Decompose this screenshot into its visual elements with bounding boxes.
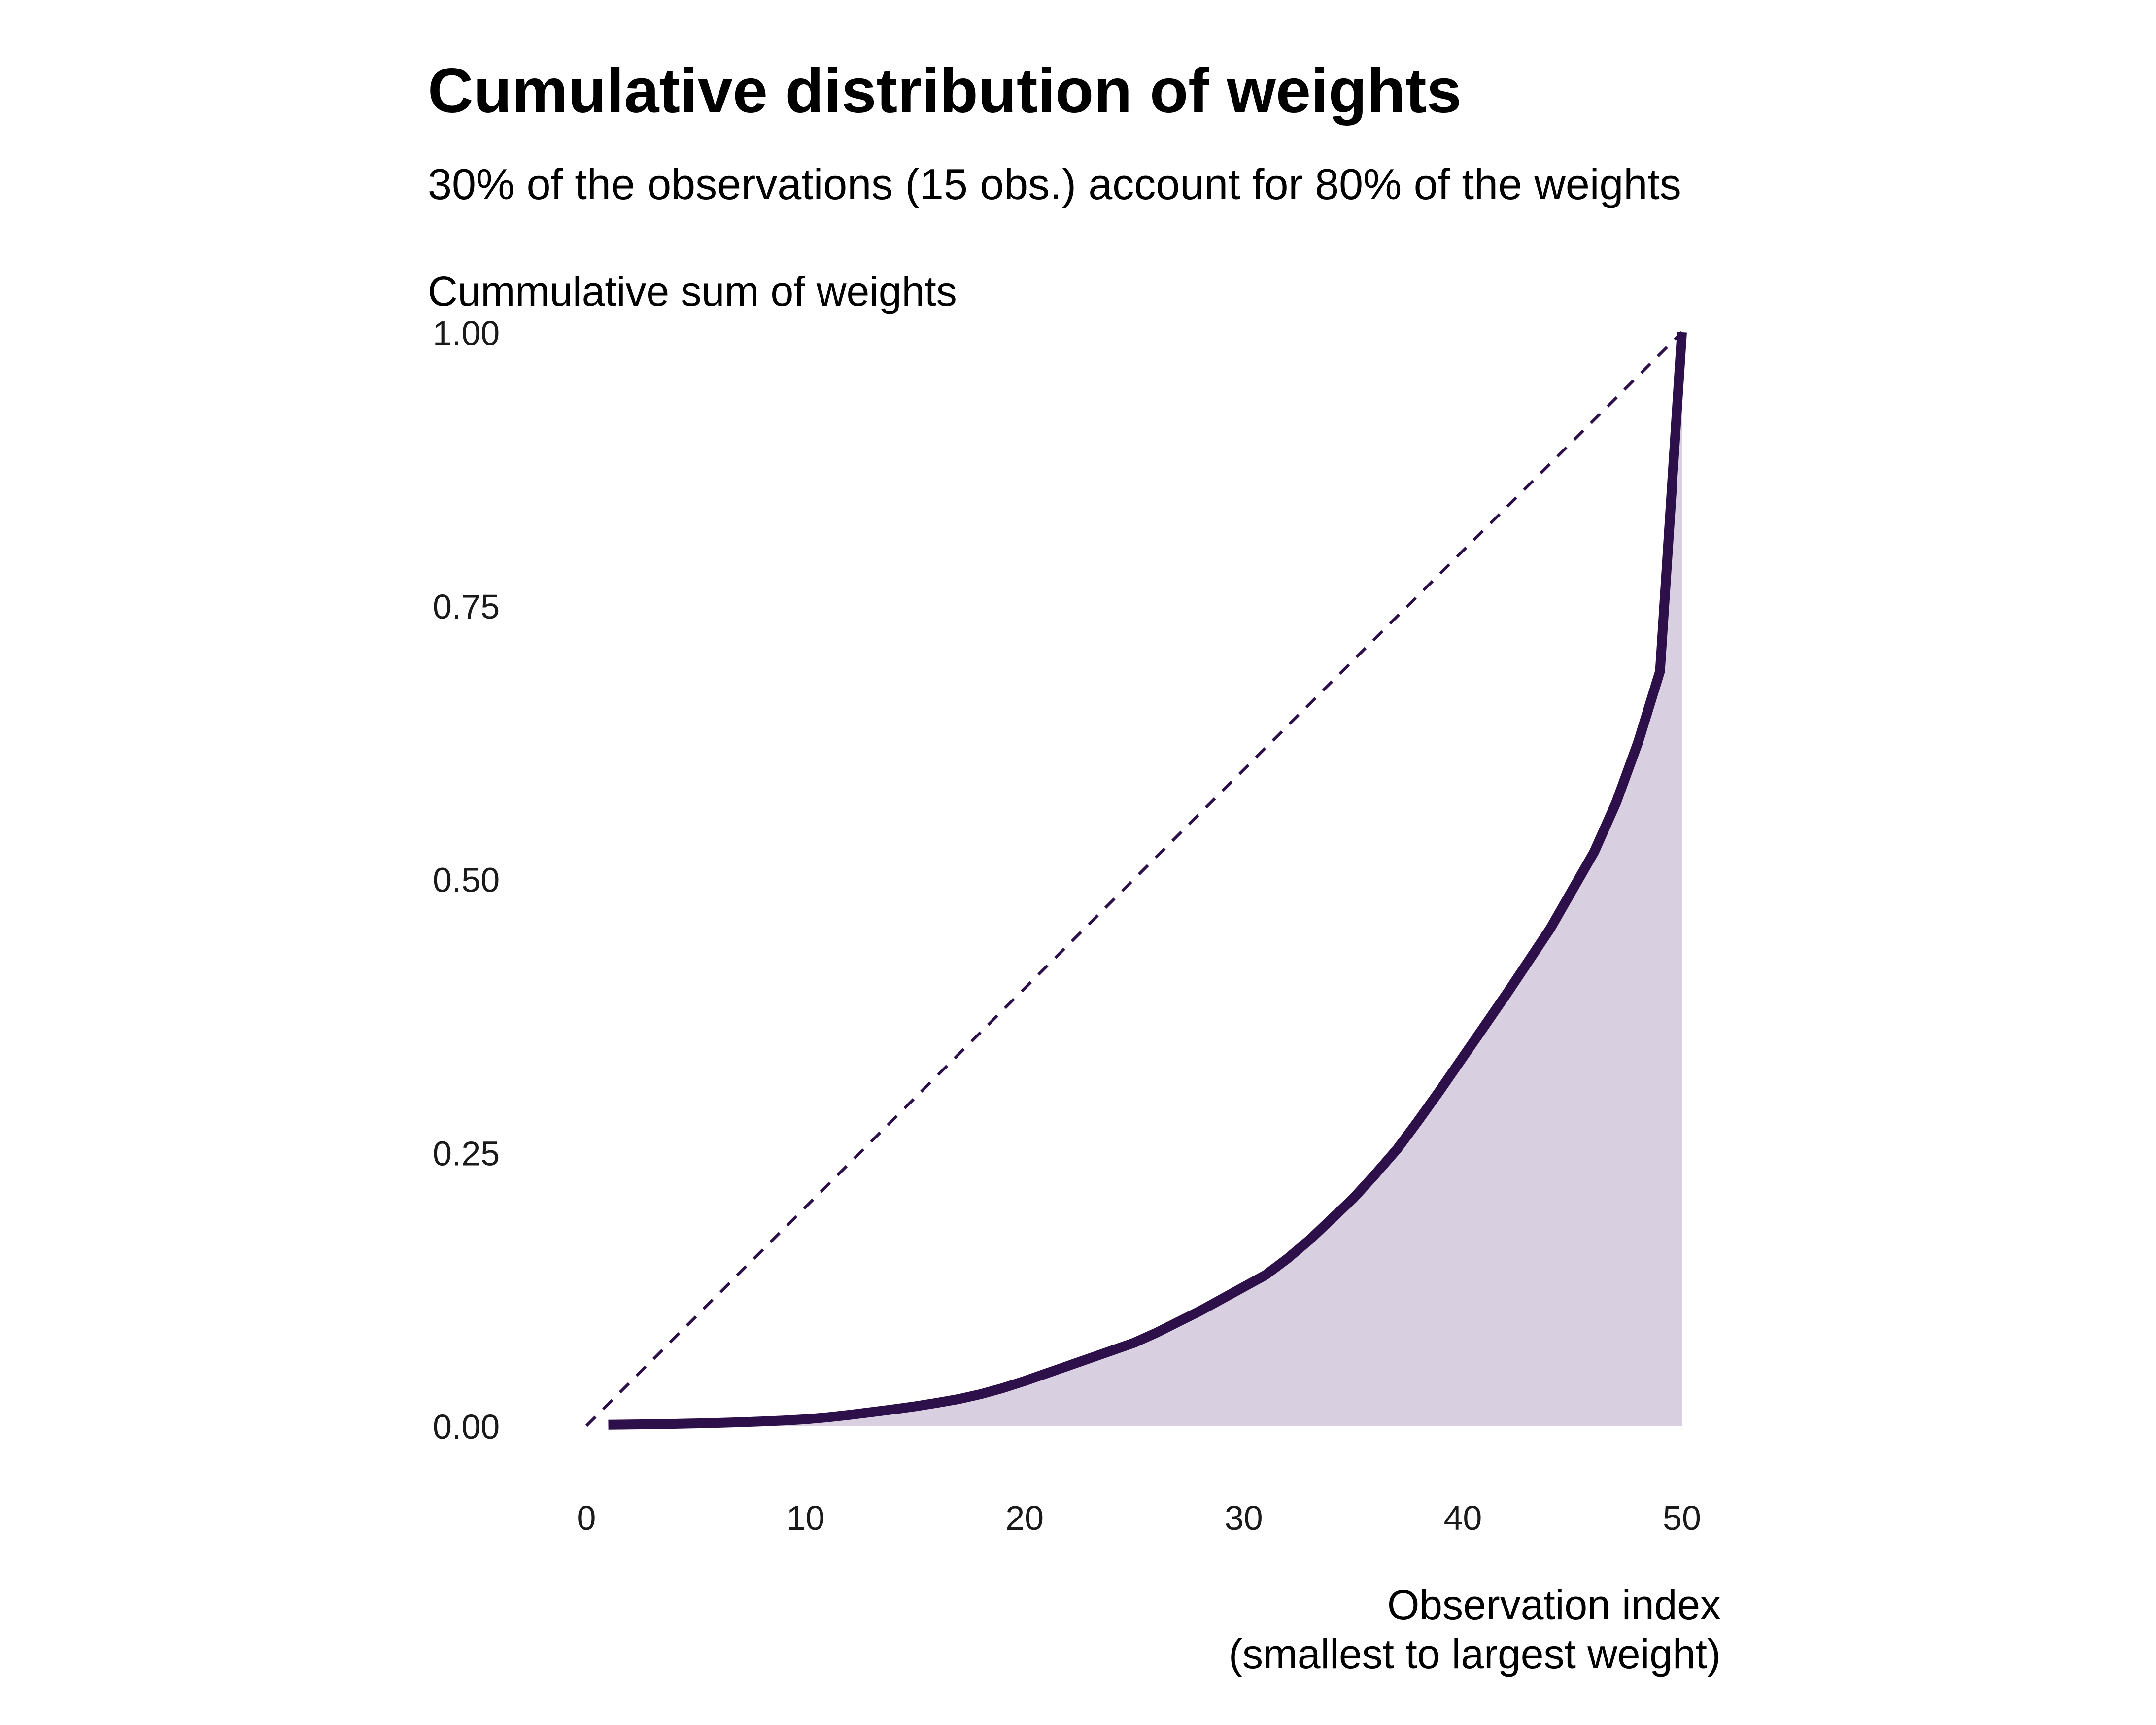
y-axis-title: Cummulative sum of weights: [428, 268, 957, 314]
data-point-13: [866, 1407, 876, 1417]
x-tick-label: 20: [1005, 1499, 1044, 1537]
data-point-21: [1042, 1369, 1052, 1379]
data-point-24: [1107, 1346, 1117, 1355]
y-tick-label: 1.00: [433, 314, 500, 352]
data-point-38: [1414, 1115, 1424, 1125]
data-point-43: [1524, 956, 1534, 966]
data-point-33: [1304, 1235, 1314, 1245]
data-point-49: [1655, 666, 1665, 676]
chart-subtitle: 30% of the observations (15 obs.) accoun…: [428, 160, 1681, 208]
data-point-48: [1633, 737, 1643, 747]
data-point-9: [779, 1415, 788, 1425]
data-point-2: [625, 1419, 635, 1429]
data-point-42: [1502, 989, 1511, 999]
data-point-44: [1545, 923, 1555, 933]
data-point-4: [669, 1419, 679, 1429]
data-point-36: [1370, 1170, 1380, 1179]
chart-title: Cumulative distribution of weights: [428, 56, 1462, 126]
y-tick-label: 0.25: [433, 1134, 500, 1173]
data-point-17: [954, 1394, 964, 1404]
data-point-23: [1086, 1353, 1095, 1363]
y-tick-label: 0.00: [433, 1408, 500, 1446]
data-point-3: [647, 1419, 657, 1429]
data-point-20: [1020, 1376, 1029, 1386]
data-point-27: [1173, 1317, 1183, 1327]
data-point-7: [735, 1417, 745, 1427]
data-point-28: [1195, 1306, 1205, 1316]
data-point-50: [1677, 327, 1687, 337]
data-point-5: [691, 1418, 701, 1428]
y-tick-label: 0.75: [433, 587, 500, 626]
data-point-30: [1239, 1282, 1249, 1292]
data-point-12: [845, 1410, 855, 1420]
data-point-34: [1327, 1214, 1336, 1224]
y-axis-tick-labels: 0.00 0.25 0.50 0.75 1.00: [433, 314, 500, 1446]
data-point-29: [1217, 1294, 1227, 1304]
data-point-40: [1458, 1052, 1468, 1062]
data-point-14: [888, 1405, 898, 1414]
x-tick-label: 30: [1225, 1499, 1263, 1537]
data-point-39: [1436, 1084, 1446, 1094]
data-point-32: [1283, 1254, 1293, 1264]
data-point-22: [1063, 1361, 1073, 1371]
x-tick-label: 40: [1443, 1499, 1482, 1537]
data-point-11: [822, 1413, 832, 1422]
cumulative-area-fill: [608, 332, 1682, 1426]
data-point-47: [1611, 797, 1621, 807]
x-tick-label: 10: [787, 1499, 825, 1537]
data-point-26: [1151, 1328, 1161, 1338]
equality-reference-line: [585, 331, 1683, 1427]
data-point-41: [1480, 1021, 1490, 1031]
x-tick-label: 50: [1663, 1499, 1701, 1537]
data-point-6: [713, 1418, 723, 1428]
data-point-16: [932, 1398, 942, 1408]
data-point-19: [998, 1383, 1008, 1393]
plot-area: [585, 327, 1687, 1430]
data-point-35: [1348, 1193, 1358, 1203]
x-axis-title-line1: Observation index: [1387, 1582, 1721, 1628]
cumulative-weights-line: [608, 332, 1687, 1430]
data-point-15: [910, 1402, 920, 1412]
x-tick-label: 0: [577, 1499, 596, 1537]
data-point-18: [976, 1389, 986, 1399]
data-point-25: [1129, 1338, 1139, 1347]
data-point-31: [1261, 1270, 1270, 1280]
data-point-46: [1589, 847, 1599, 857]
y-tick-label: 0.50: [433, 861, 500, 899]
data-point-10: [801, 1414, 811, 1424]
data-point-45: [1568, 885, 1577, 895]
x-axis-title-line2: (smallest to largest weight): [1229, 1631, 1721, 1677]
x-axis-tick-labels: 0 10 20 30 40 50: [577, 1499, 1701, 1537]
data-point-1: [604, 1420, 614, 1430]
data-point-8: [757, 1416, 767, 1426]
data-point-37: [1392, 1144, 1402, 1154]
